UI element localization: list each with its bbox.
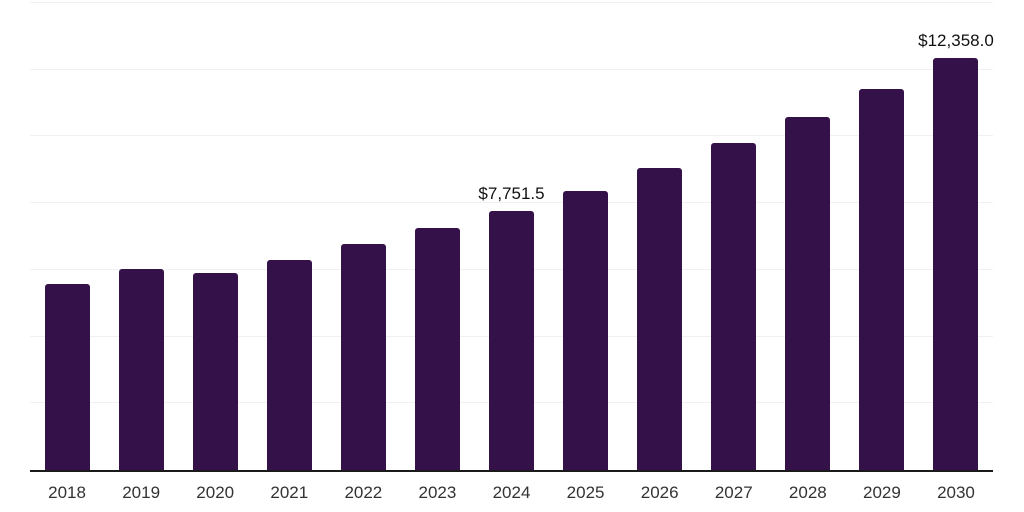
plot-area: $7,751.5 $12,358.0 (30, 2, 994, 470)
x-axis-line (30, 470, 993, 472)
gridline-10000 (30, 135, 993, 137)
band-2027 (697, 3, 771, 470)
x-tick-label-2018: 2018 (48, 483, 86, 502)
gridline-8000 (30, 202, 993, 204)
band-2019 (104, 3, 178, 470)
band-2028 (771, 3, 845, 470)
bar-2019 (118, 268, 164, 470)
band-2030: $12,358.0 (918, 3, 994, 470)
x-tick-label-2020: 2020 (196, 483, 235, 502)
gridline-14000 (30, 2, 993, 3)
band-2021 (252, 3, 326, 470)
gridline-12000 (30, 68, 993, 70)
bar-2023 (414, 227, 460, 470)
bar-2027 (711, 143, 757, 470)
bar-2025 (563, 190, 609, 470)
bar-2029 (859, 88, 905, 470)
bar-2024 (489, 211, 534, 470)
x-tick-label-2028: 2028 (788, 483, 827, 502)
value-label-2024: $7,751.5 (478, 184, 545, 204)
x-tick-label-2022: 2022 (344, 483, 383, 502)
bar-2030 (933, 57, 979, 470)
x-tick-label-2021: 2021 (270, 483, 309, 502)
x-axis-labels: 2018 2019 2020 2021 2022 2023 2024 2025 2026 2027… (30, 483, 993, 503)
band-2025 (549, 3, 623, 470)
bar-2018 (44, 283, 90, 470)
band-2022 (326, 3, 400, 470)
bar-2022 (340, 243, 386, 470)
band-2018 (30, 3, 104, 470)
x-tick-label-2026: 2026 (640, 483, 679, 502)
x-tick-label-2029: 2029 (862, 483, 901, 502)
band-2020 (178, 3, 252, 470)
bars-container: $7,751.5 $12,358.0 (30, 3, 994, 470)
x-tick-label-2030: 2030 (937, 483, 975, 502)
x-tick-label-2024: 2024 (492, 483, 531, 502)
band-2029 (845, 3, 919, 470)
x-tick-label-2027: 2027 (714, 483, 753, 502)
band-2023 (400, 3, 474, 470)
x-tick-label-2023: 2023 (418, 483, 457, 502)
band-2024: $7,751.5 (474, 3, 548, 470)
bar-2028 (785, 117, 831, 470)
bar-2026 (637, 167, 683, 470)
band-2026 (623, 3, 697, 470)
value-label-2030: $12,358.0 (918, 30, 994, 50)
bar-2020 (192, 272, 238, 470)
x-tick-label-2025: 2025 (566, 483, 605, 502)
bar-2021 (266, 259, 312, 470)
x-tick-label-2019: 2019 (122, 483, 161, 502)
